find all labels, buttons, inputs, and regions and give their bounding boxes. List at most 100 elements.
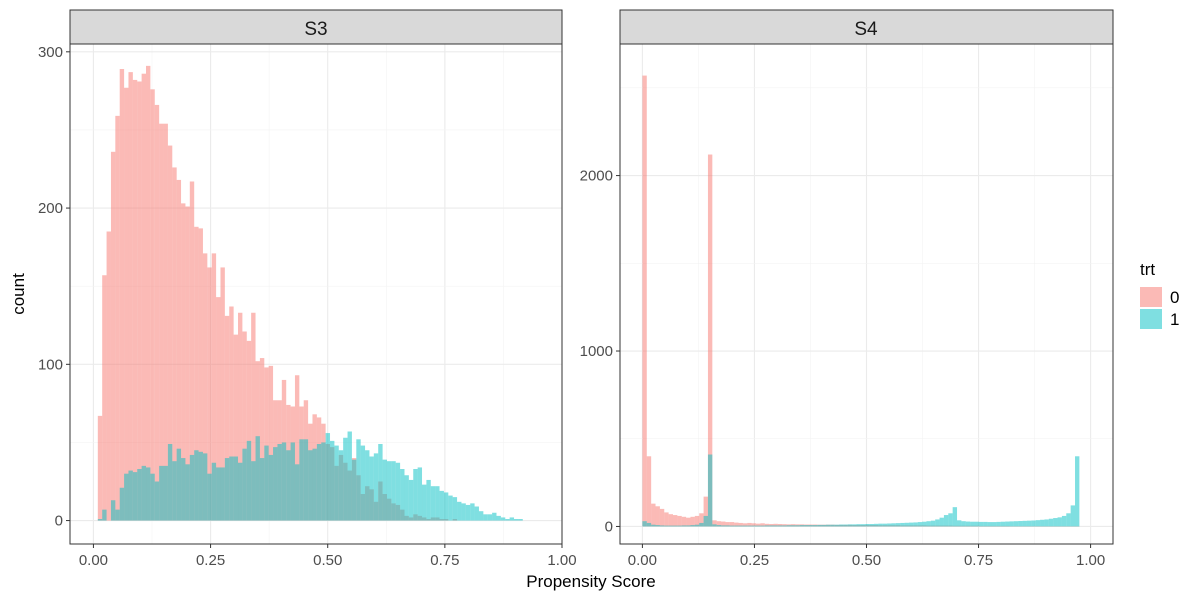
panel-border-s3 [69,43,563,545]
histogram-bar-trt-1 [299,439,304,521]
histogram-bar-trt-0 [154,104,160,521]
histogram-bar-trt-1 [238,462,243,521]
histogram-bar-trt-1 [483,514,488,521]
histogram-bar-trt-1 [1075,456,1080,527]
histogram-bar-trt-1 [856,524,861,527]
histogram-bar-trt-1 [1005,521,1010,527]
histogram-bar-trt-1 [356,439,361,521]
histogram-bar-trt-1 [189,454,195,521]
histogram-bar-trt-1 [808,525,813,527]
histogram-bar-trt-1 [922,521,927,527]
histogram-bar-trt-1 [435,486,440,521]
histogram-bar-trt-0 [259,358,265,521]
histogram-bar-trt-1 [303,439,309,521]
histogram-bar-trt-0 [734,522,739,527]
histogram-bar-trt-1 [404,475,409,521]
histogram-bar-trt-1 [760,525,765,527]
legend: trt 0 1 [1140,260,1179,329]
histogram-bar-trt-1 [707,454,713,527]
histogram-bar-trt-0 [110,151,116,521]
histogram-bar-trt-1 [382,459,387,521]
y-tick-label: 0 [605,518,613,535]
facet-strip-s3 [69,9,563,45]
histogram-bar-trt-1 [961,521,966,527]
histogram-bar-trt-0 [211,253,217,521]
y-tick-label: 200 [38,200,63,217]
histogram-bar-trt-0 [106,231,111,521]
facet-title-s3: S3 [304,19,327,40]
histogram-bar-trt-0 [756,523,761,527]
histogram-bar-trt-1 [943,515,949,527]
histogram-bar-trt-1 [448,495,453,521]
histogram-bar-trt-1 [795,525,800,527]
histogram-bar-trt-0 [294,375,300,521]
histogram-bar-trt-0 [651,503,656,527]
histogram-bar-trt-1 [457,501,462,521]
histogram-bar-trt-1 [991,522,997,527]
x-tick-label: 0.00 [628,552,657,569]
histogram-bar-trt-1 [751,525,757,527]
histogram-bar-trt-1 [908,522,914,527]
legend-label-1: 1 [1170,310,1179,329]
histogram-bar-trt-0 [677,515,682,527]
histogram-bar-trt-1 [321,442,326,521]
histogram-bar-trt-1 [141,465,147,521]
legend-label-0: 0 [1170,288,1179,307]
histogram-bar-trt-0 [167,145,173,521]
histogram-bar-trt-1 [347,431,352,521]
histogram-bar-trt-1 [681,525,687,527]
histogram-bar-trt-1 [373,453,379,521]
histogram-bar-trt-0 [738,522,743,527]
histogram-bar-trt-1 [834,524,840,527]
histogram-bar-trt-0 [782,524,787,527]
histogram-bar-trt-0 [194,226,199,521]
histogram-bar-trt-1 [478,511,484,521]
histogram-bar-trt-1 [887,523,892,527]
histogram-bar-trt-1 [102,509,107,521]
histogram-bar-trt-1 [167,444,173,521]
histogram-bar-trt-1 [878,523,883,527]
histogram-bar-trt-1 [443,492,449,521]
histogram-bar-trt-1 [786,525,791,527]
y-axis-s3: 0 100 200 300 [38,44,70,530]
histogram-bar-trt-1 [812,525,818,527]
histogram-bar-trt-1 [869,524,875,527]
histogram-bar-trt-1 [1035,520,1041,527]
histogram-bar-trt-1 [273,447,278,521]
histogram-bar-trt-1 [738,525,743,527]
histogram-bar-trt-1 [233,456,239,521]
histogram-bar-trt-0 [159,123,164,521]
facet-panel-s4: S4 0 1000 2000 0.00 0.25 0.50 0.75 1.00 [580,9,1114,569]
x-tick-label: 0.50 [313,552,342,569]
histogram-bar-trt-1 [773,525,778,527]
histogram-bar-trt-1 [211,462,217,521]
histogram-bar-trt-1 [642,521,647,527]
histogram-bar-trt-0 [703,496,708,527]
histogram-bar-trt-1 [1040,519,1045,527]
histogram-bar-trt-1 [900,522,905,527]
histogram-bar-trt-1 [154,481,160,521]
histogram-bar-trt-0 [97,415,103,521]
histogram-bar-trt-1 [229,456,234,521]
histogram-bar-trt-0 [229,306,234,521]
y-tick-label: 100 [38,356,63,373]
histogram-bar-trt-1 [721,525,726,527]
histogram-bar-trt-1 [904,522,909,527]
histogram-bar-trt-1 [1000,521,1006,527]
facet-title-s4: S4 [854,19,878,40]
histogram-bar-trt-1 [1022,520,1027,527]
histogram-bar-trt-1 [386,461,392,521]
histogram-bar-trt-1 [799,525,805,527]
histogram-bar-trt-1 [124,473,129,521]
histogram-bar-trt-0 [115,115,120,521]
histogram-bar-trt-0 [707,154,713,527]
histogram-bar-trt-1 [782,525,787,527]
histogram-bar-trt-0 [102,275,107,521]
histogram-bar-trt-1 [264,445,269,521]
histogram-bar-trt-0 [185,206,190,521]
histogram-bar-trt-1 [202,453,208,521]
histogram-bar-trt-1 [1013,521,1019,527]
histogram-bar-trt-1 [1053,518,1058,527]
histogram-bar-trt-1 [952,507,958,527]
histogram-bar-trt-1 [487,514,493,521]
